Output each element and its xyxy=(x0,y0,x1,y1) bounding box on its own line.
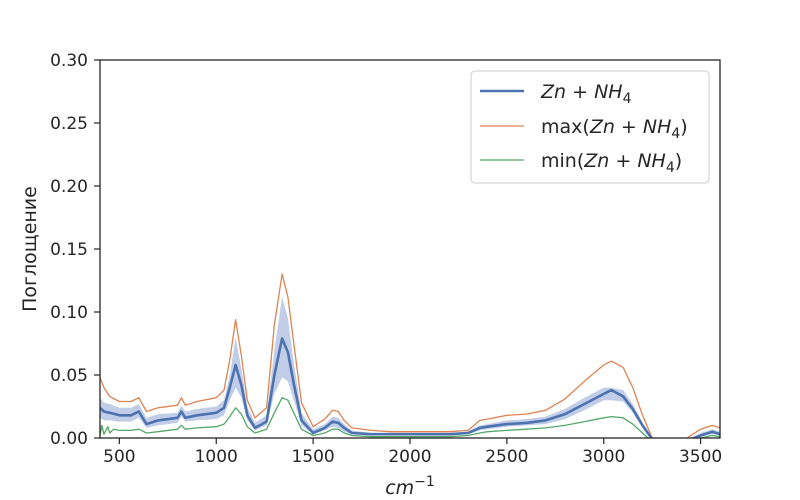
x-tick-label: 1000 xyxy=(195,447,238,467)
y-tick-label: 0.10 xyxy=(50,303,88,323)
y-tick-label: 0.00 xyxy=(50,429,88,449)
legend: Zn + NH4 max(Zn + NH4) min(Zn + NH4) xyxy=(470,70,710,184)
y-tick-label: 0.15 xyxy=(50,240,88,260)
x-tick-label: 3000 xyxy=(582,447,625,467)
legend-label-max: max(Zn + NH4) xyxy=(541,116,688,142)
x-tick-label: 1500 xyxy=(291,447,334,467)
spread-band xyxy=(100,296,720,438)
y-tick-label: 0.20 xyxy=(50,177,88,197)
x-tick-label: 500 xyxy=(103,447,135,467)
series-line-1 xyxy=(100,273,720,438)
legend-label-min: min(Zn + NH4) xyxy=(541,150,682,176)
legend-box xyxy=(470,70,710,184)
y-tick-label: 0.25 xyxy=(50,114,88,134)
y-tick-label: 0.30 xyxy=(50,51,88,71)
series-line-2 xyxy=(100,397,720,438)
y-tick-label: 0.05 xyxy=(50,366,88,386)
x-tick-label: 3500 xyxy=(679,447,722,467)
x-tick-label: 2500 xyxy=(485,447,528,467)
x-tick-label: 2000 xyxy=(388,447,431,467)
x-axis-label: cm−1 xyxy=(385,474,435,499)
y-axis-label: Поглощение xyxy=(19,186,41,312)
series-line-0 xyxy=(100,337,720,438)
legend-label-mean: Zn + NH4 xyxy=(540,81,632,107)
